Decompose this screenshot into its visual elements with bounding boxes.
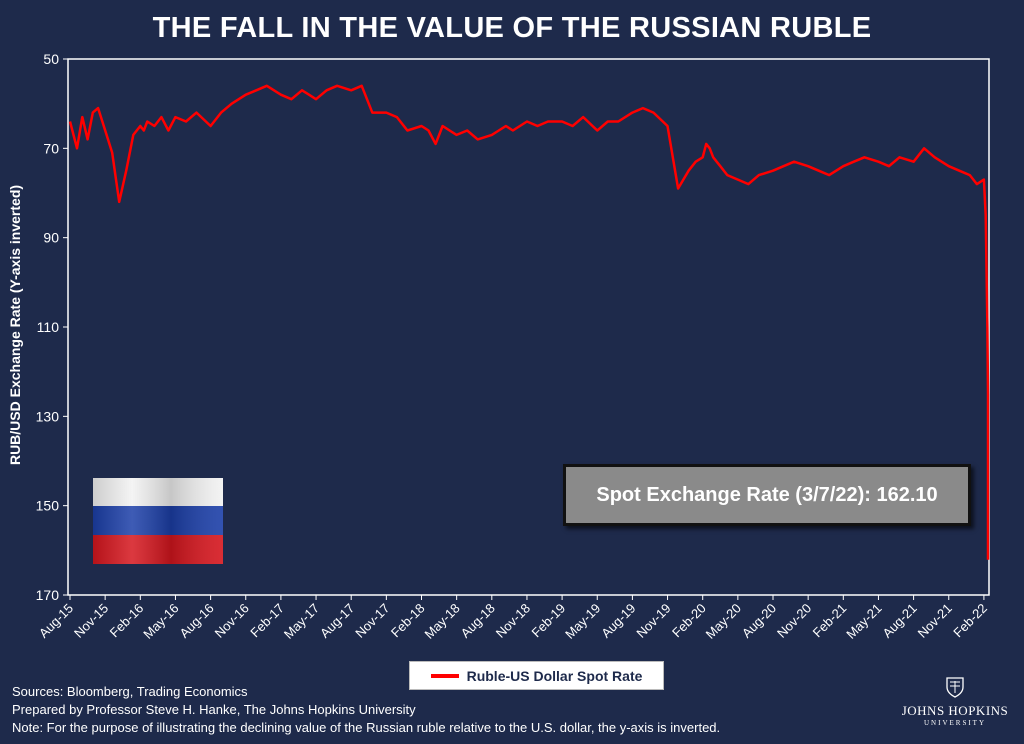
x-tick-label: May-17	[281, 601, 322, 642]
footer-sources: Sources: Bloomberg, Trading Economics	[12, 684, 248, 699]
jhu-logo: JOHNS HOPKINS UNIVERSITY	[900, 676, 1010, 727]
x-tick-label: Feb-16	[107, 601, 147, 641]
legend-label: Ruble-US Dollar Spot Rate	[466, 667, 643, 684]
y-tick-label: 150	[36, 498, 60, 514]
x-tick-label: Nov-19	[633, 601, 673, 641]
x-tick-label: Feb-19	[528, 601, 568, 641]
x-tick-label: Feb-22	[950, 601, 990, 641]
jhu-logo-name: JOHNS HOPKINS	[901, 703, 1009, 718]
y-axis: 50 70 90 110 130 150 170	[36, 51, 68, 603]
x-tick-label: Feb-18	[388, 601, 428, 641]
y-tick-label: 90	[43, 230, 59, 246]
x-tick-label: Nov-21	[915, 601, 955, 641]
x-tick-label: May-16	[140, 601, 181, 642]
x-tick-label: May-21	[843, 601, 884, 642]
footer-prepared: Prepared by Professor Steve H. Hanke, Th…	[12, 702, 416, 717]
spot-rate-annotation: Spot Exchange Rate (3/7/22): 162.10	[563, 464, 971, 526]
x-tick-label: Feb-20	[669, 601, 709, 641]
ruble-usd-series-line	[68, 84, 990, 560]
x-tick-label: Aug-15	[36, 601, 76, 641]
footer-note: Note: For the purpose of illustrating th…	[12, 720, 721, 735]
x-axis: Aug-15Nov-15Feb-16May-16Aug-16Nov-16Feb-…	[36, 595, 990, 642]
x-tick-label: Nov-16	[212, 601, 252, 641]
y-tick-label: 110	[37, 319, 60, 335]
legend-swatch	[430, 673, 459, 678]
x-tick-label: May-19	[562, 601, 603, 642]
chart-title: THE FALL IN THE VALUE OF THE RUSSIAN RUB…	[152, 12, 872, 44]
x-tick-label: Aug-18	[458, 601, 498, 641]
x-tick-label: Aug-19	[598, 601, 638, 641]
x-tick-label: Nov-20	[774, 601, 814, 641]
x-tick-label: Aug-16	[176, 601, 216, 641]
x-tick-label: Aug-21	[879, 601, 919, 641]
jhu-shield-icon	[946, 677, 964, 698]
legend: Ruble-US Dollar Spot Rate	[409, 661, 664, 690]
x-tick-label: Aug-17	[317, 601, 357, 641]
footer-notes: Sources: Bloomberg, Trading Economics Pr…	[12, 683, 720, 737]
y-tick-label: 50	[43, 51, 59, 67]
x-tick-label: Aug-20	[739, 601, 779, 641]
x-tick-label: Feb-17	[247, 601, 287, 641]
y-axis-label: RUB/USD Exchange Rate (Y-axis inverted)	[7, 184, 23, 466]
x-tick-label: May-20	[703, 601, 744, 642]
jhu-logo-sub: UNIVERSITY	[924, 719, 986, 727]
x-tick-label: May-18	[422, 601, 463, 642]
y-tick-label: 170	[36, 587, 60, 603]
y-tick-label: 130	[36, 408, 60, 424]
y-tick-label: 70	[43, 140, 59, 156]
x-tick-label: Nov-15	[71, 601, 111, 641]
x-tick-label: Feb-21	[810, 601, 850, 641]
x-tick-label: Nov-18	[493, 601, 533, 641]
x-tick-label: Nov-17	[352, 601, 392, 641]
russian-flag-icon	[93, 478, 223, 564]
